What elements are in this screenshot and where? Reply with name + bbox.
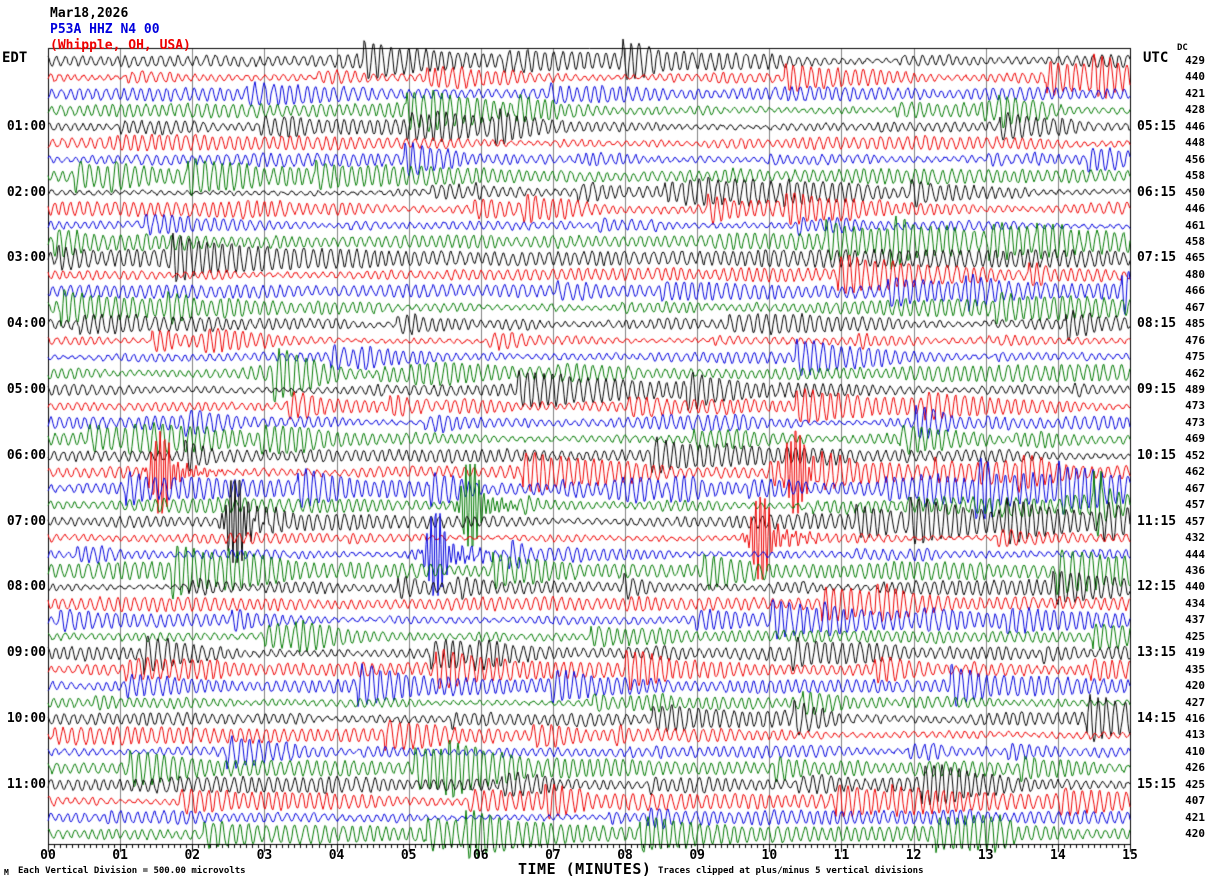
minute-tick-label: 13 <box>977 848 994 863</box>
left-hour-label: 01:00 <box>6 118 46 134</box>
dc-value: 429 <box>1185 54 1205 67</box>
dc-value: 421 <box>1185 86 1205 100</box>
dc-value: 467 <box>1185 481 1205 495</box>
dc-value: 465 <box>1185 251 1205 265</box>
right-hour-label: 13:15 <box>1137 645 1177 661</box>
right-hour-label: 10:15 <box>1137 447 1177 463</box>
right-hour-label: 12:15 <box>1137 579 1177 595</box>
minute-tick-label: 01 <box>112 848 128 863</box>
dc-value: 446 <box>1185 119 1205 133</box>
right-hour-label: 15:15 <box>1137 776 1177 792</box>
dc-value: 432 <box>1185 531 1205 545</box>
dc-value: 427 <box>1185 695 1205 709</box>
dc-value: 413 <box>1185 728 1205 742</box>
dc-value: 475 <box>1185 350 1205 364</box>
minute-tick-label: 11 <box>833 848 850 863</box>
minute-tick-label: 12 <box>905 848 922 863</box>
right-hour-label: 05:15 <box>1137 118 1177 134</box>
dc-value: 462 <box>1185 465 1205 479</box>
right-hour-label: 07:15 <box>1137 250 1177 266</box>
left-hour-label: 10:00 <box>6 711 46 726</box>
dc-value: 440 <box>1185 580 1205 594</box>
dc-value: 425 <box>1185 629 1205 643</box>
minute-tick-label: 09 <box>689 848 706 863</box>
dc-value: 421 <box>1185 810 1205 824</box>
dc-value: 469 <box>1185 432 1205 446</box>
left-hour-label: 04:00 <box>6 316 46 332</box>
left-hour-label: 07:00 <box>6 513 46 529</box>
header-location: (Whipple, OH, USA) <box>50 38 191 53</box>
dc-value: 476 <box>1185 333 1205 347</box>
minute-tick-label: 08 <box>617 848 633 863</box>
corner-mark: M <box>4 868 9 877</box>
dc-value: 489 <box>1185 383 1205 396</box>
dc-value: 480 <box>1185 267 1205 281</box>
minute-tick-label: 06 <box>472 848 489 863</box>
dc-value: 407 <box>1185 794 1205 808</box>
right-hour-label: 14:15 <box>1137 711 1177 726</box>
left-hour-label: 08:00 <box>6 579 46 595</box>
dc-value: 456 <box>1185 152 1205 166</box>
dc-value: 446 <box>1185 202 1205 216</box>
dc-value: 420 <box>1185 827 1205 841</box>
left-hour-label: 03:00 <box>6 250 46 266</box>
left-hour-label: 05:00 <box>6 382 46 397</box>
left-hour-label: 09:00 <box>6 645 46 661</box>
minute-tick-label: 04 <box>328 848 345 863</box>
dc-value: 450 <box>1185 185 1205 199</box>
dc-value: 436 <box>1185 563 1205 577</box>
dc-value: 462 <box>1185 366 1205 380</box>
minute-tick-label: 02 <box>184 848 201 863</box>
right-hour-label: 09:15 <box>1137 382 1177 397</box>
dc-value: 435 <box>1185 662 1205 676</box>
minute-tick-label: 10 <box>761 848 778 863</box>
dc-value: 428 <box>1185 103 1205 117</box>
header-date: Mar18,2026 <box>50 6 129 21</box>
dc-value: 485 <box>1185 317 1205 331</box>
right-hour-label: 08:15 <box>1137 316 1177 332</box>
dc-value: 419 <box>1185 646 1205 660</box>
scale-note: Each Vertical Division = 500.00 microvol… <box>18 866 246 876</box>
left-hour-label: 02:00 <box>6 184 46 200</box>
minute-tick-label: 14 <box>1050 848 1066 863</box>
dc-value: 457 <box>1185 514 1205 528</box>
minute-tick-label: 00 <box>40 848 56 863</box>
dc-value: 444 <box>1185 547 1205 561</box>
right-hour-label: 11:15 <box>1137 513 1177 529</box>
minute-tick-label: 03 <box>256 848 273 863</box>
dc-column-label: DC <box>1177 43 1188 53</box>
dc-value: 473 <box>1185 399 1205 413</box>
dc-value: 440 <box>1185 70 1205 84</box>
left-hour-label: 06:00 <box>6 447 46 463</box>
minute-tick-label: 05 <box>400 848 417 863</box>
dc-value: 416 <box>1185 712 1205 725</box>
minute-tick-label: 07 <box>545 848 561 863</box>
dc-value: 437 <box>1185 613 1205 627</box>
dc-value: 448 <box>1185 136 1205 150</box>
dc-value: 425 <box>1185 777 1205 791</box>
dc-value: 458 <box>1185 169 1205 183</box>
dc-value: 466 <box>1185 284 1205 298</box>
clip-note: Traces clipped at plus/minus 5 vertical … <box>658 866 924 876</box>
dc-value: 410 <box>1185 744 1205 758</box>
right-timezone-label: UTC <box>1143 50 1169 66</box>
dc-value: 457 <box>1185 498 1205 512</box>
minute-tick-label: 15 <box>1122 848 1138 863</box>
dc-value: 467 <box>1185 300 1205 314</box>
dc-value: 420 <box>1185 679 1205 693</box>
dc-value: 426 <box>1185 761 1205 775</box>
dc-value: 452 <box>1185 448 1205 462</box>
right-hour-label: 06:15 <box>1137 184 1177 200</box>
dc-value: 473 <box>1185 415 1205 429</box>
header-station: P53A HHZ N4 00 <box>50 22 160 37</box>
time-axis-title: TIME (MINUTES) <box>518 860 652 878</box>
dc-value: 461 <box>1185 218 1205 232</box>
left-hour-label: 11:00 <box>6 776 46 792</box>
dc-value: 434 <box>1185 596 1205 610</box>
left-timezone-label: EDT <box>2 50 28 66</box>
dc-value: 458 <box>1185 234 1205 248</box>
